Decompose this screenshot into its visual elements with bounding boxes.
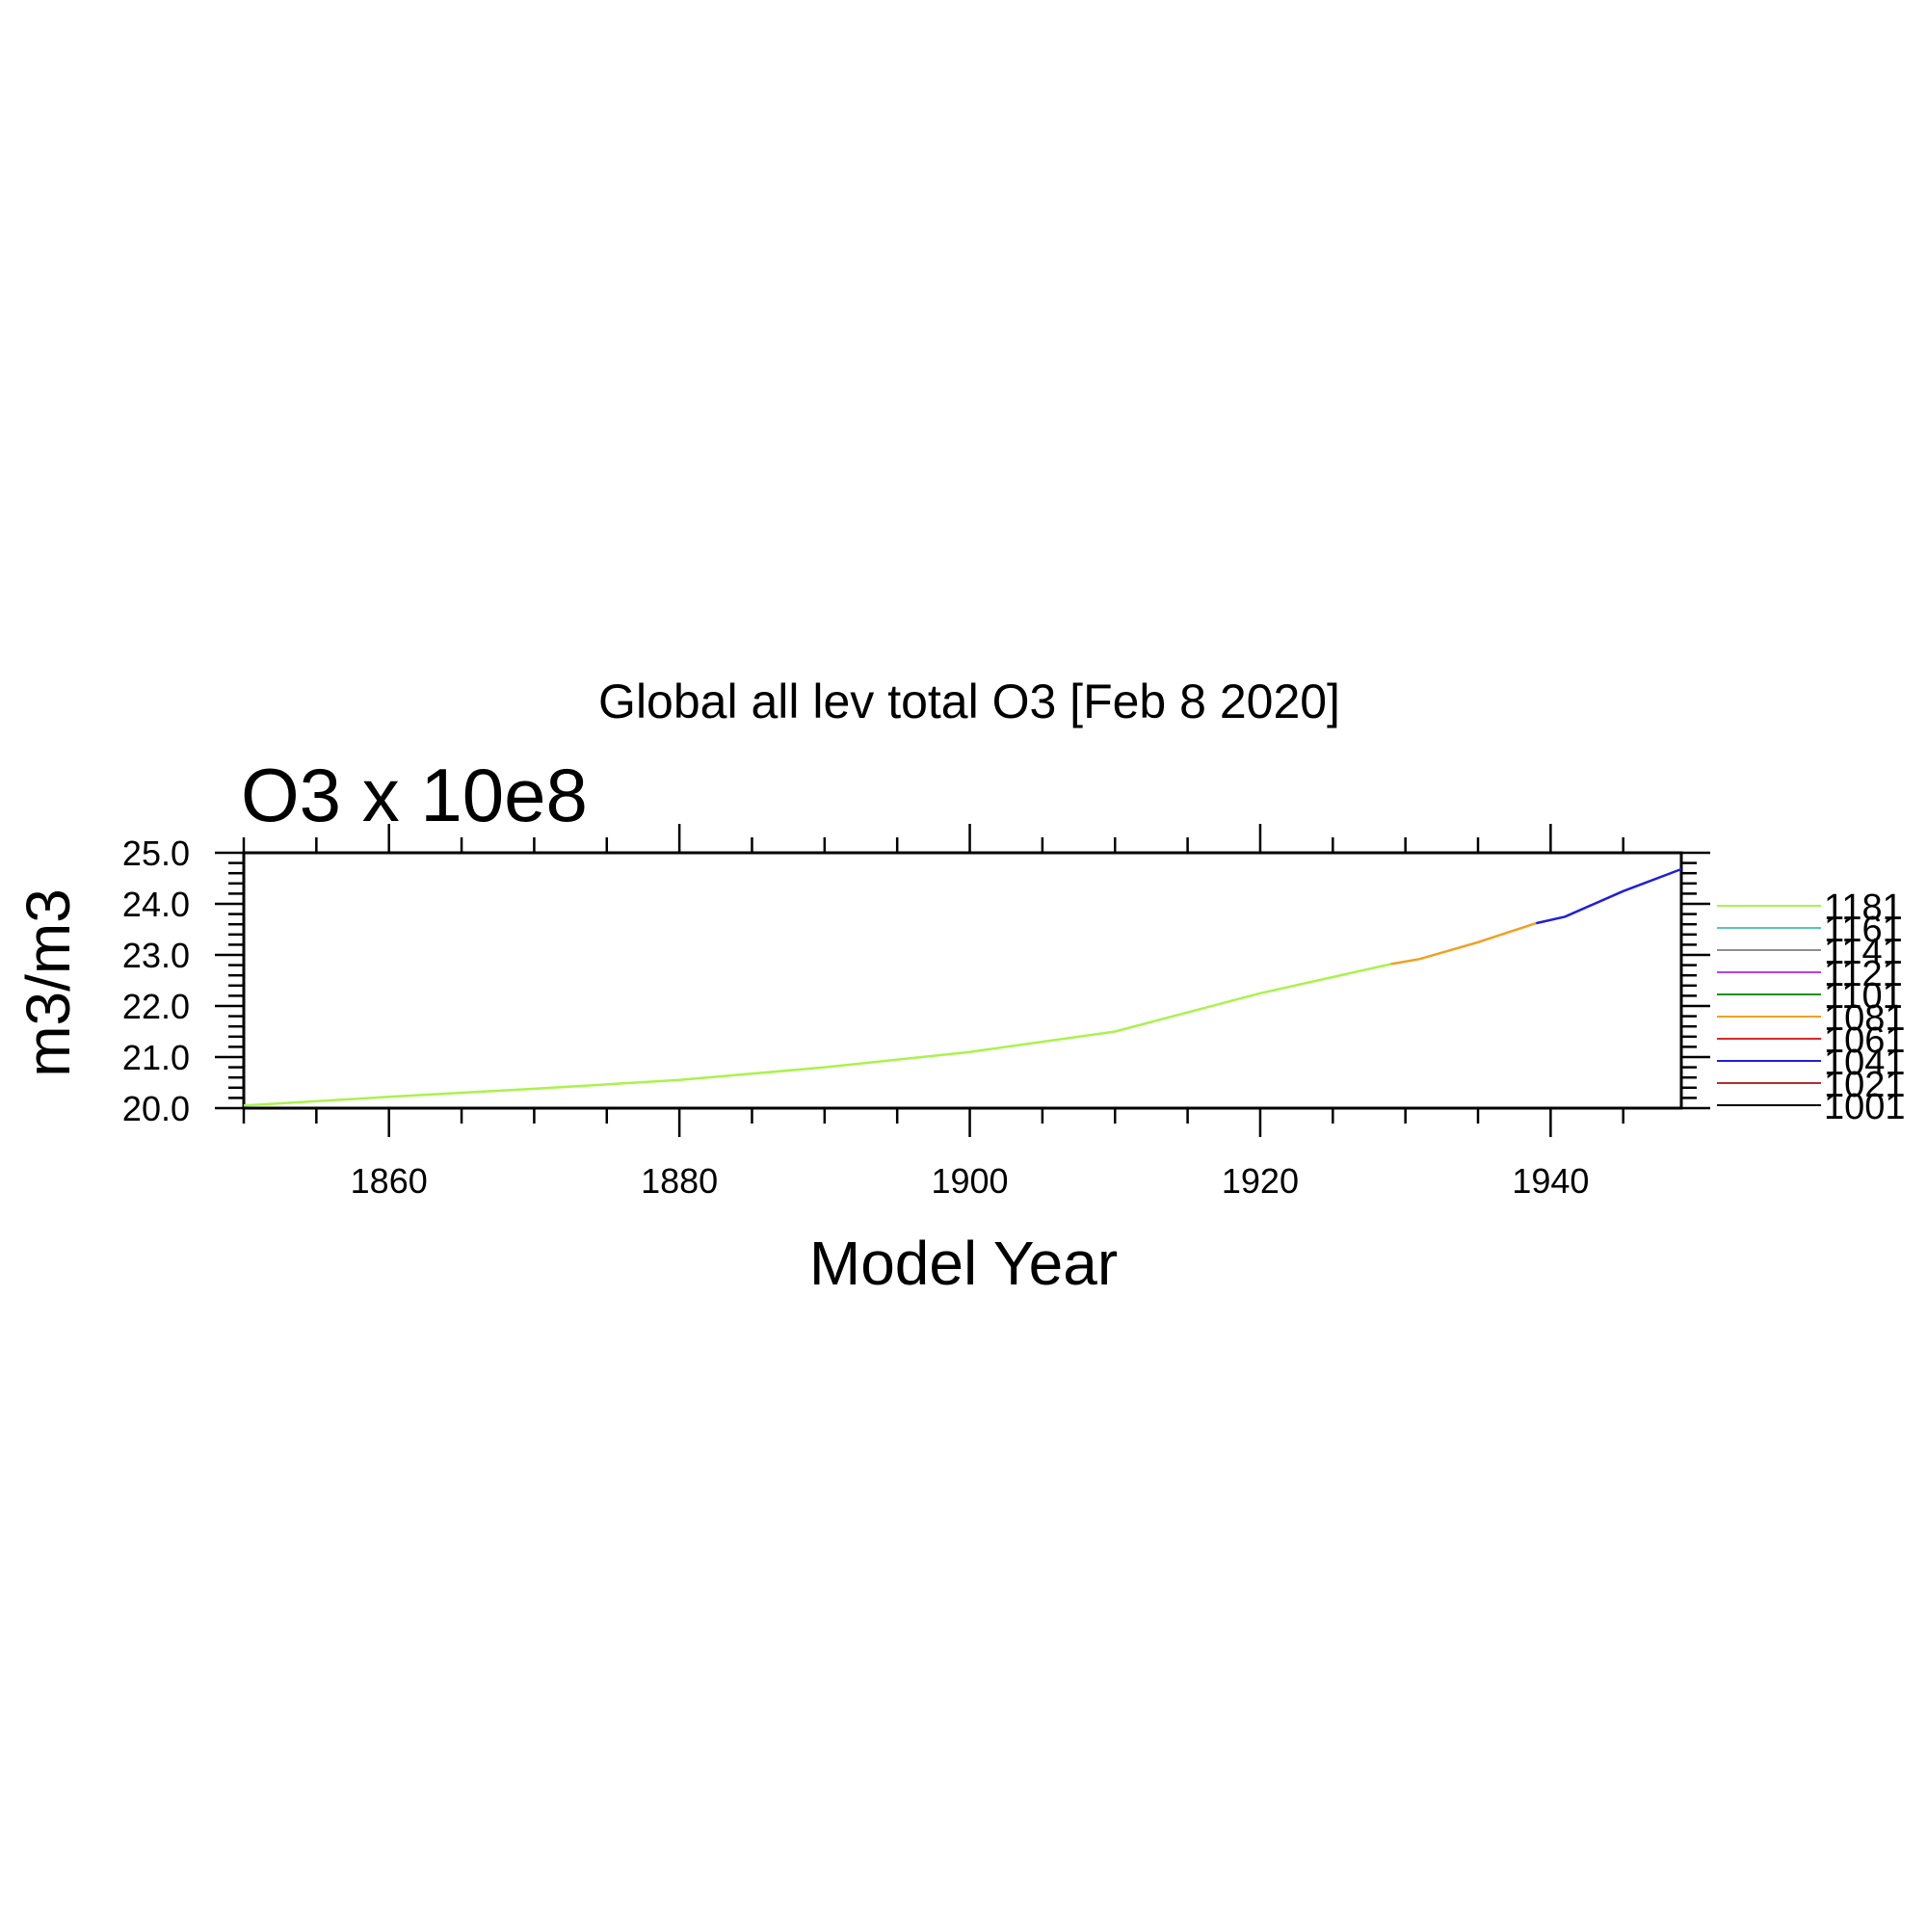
legend-label-1161: 1161	[1824, 910, 1903, 950]
chart-subtitle: O3 x 10e8	[241, 753, 588, 837]
x-tick-label: 1880	[641, 1161, 718, 1201]
x-tick-label: 1860	[351, 1161, 428, 1201]
legend-label-1101: 1101	[1824, 976, 1903, 1017]
legend-label-1021: 1021	[1824, 1065, 1906, 1105]
series-line-1181	[243, 963, 1391, 1107]
legend-label-1041: 1041	[1824, 1043, 1906, 1083]
x-tick-label: 1920	[1222, 1161, 1299, 1201]
x-tick-label: 1940	[1512, 1161, 1589, 1201]
chart-title: Global all lev total O3 [Feb 8 2020]	[598, 675, 1340, 728]
y-tick-label: 24.0	[122, 885, 190, 924]
x-tick-label: 1900	[931, 1161, 1008, 1201]
legend-label-1121: 1121	[1824, 954, 1903, 994]
y-tick-label: 23.0	[122, 936, 190, 975]
y-tick-label: 21.0	[122, 1038, 190, 1077]
x-axis-label: Model Year	[809, 1229, 1118, 1298]
series-line-1041	[1536, 867, 1682, 925]
x-axis-ticks: 1860 1880 1900 1920 1940	[242, 824, 1624, 1201]
legend-label-1081: 1081	[1824, 998, 1906, 1039]
series-line-1081	[1390, 921, 1537, 966]
series-lines	[243, 867, 1682, 1107]
y-axis-label: m3/m3	[13, 888, 83, 1077]
y-tick-label: 25.0	[122, 834, 190, 873]
legend-label-1001: 1001	[1824, 1087, 1906, 1127]
y-tick-label: 20.0	[122, 1089, 190, 1128]
y-axis-ticks: 20.0 21.0 22.0 23.0 24.0 25.0	[122, 834, 1710, 1128]
plot-frame	[242, 851, 1683, 1110]
y-tick-label: 22.0	[122, 987, 190, 1026]
legend-label-1141: 1141	[1824, 932, 1903, 972]
legend-label-1061: 1061	[1824, 1020, 1906, 1061]
legend-label-1181: 1181	[1824, 887, 1903, 928]
plot-border	[242, 851, 1683, 1110]
